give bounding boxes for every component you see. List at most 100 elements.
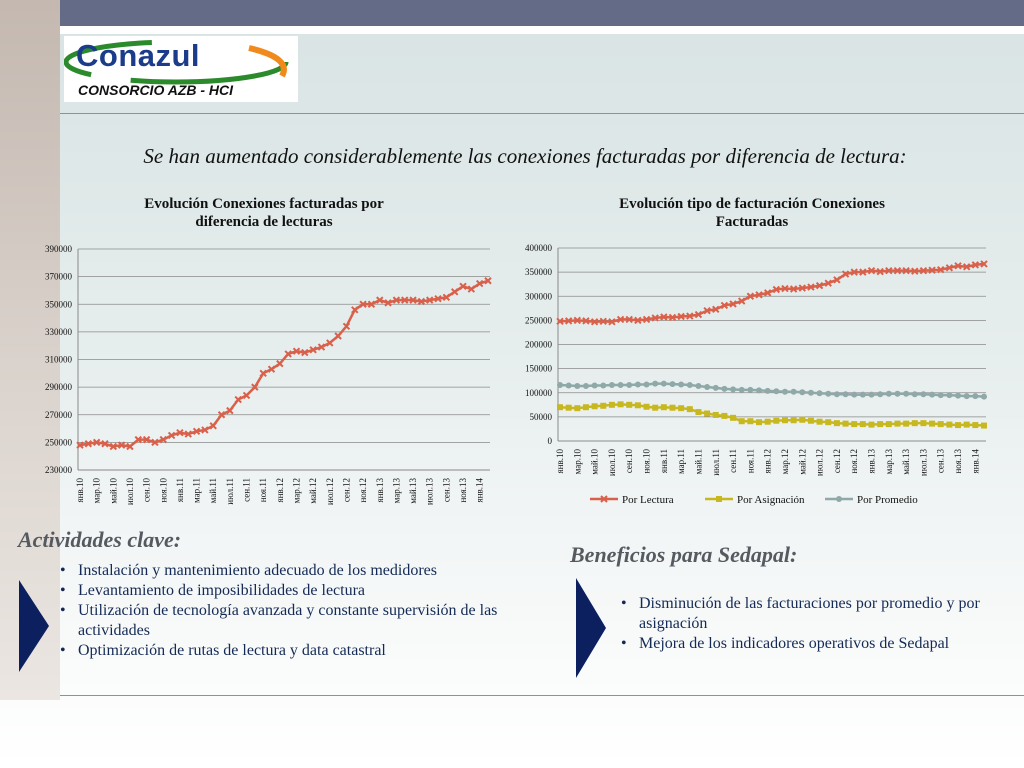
- data-point: [334, 332, 342, 340]
- data-point: [798, 284, 806, 292]
- data-point: [192, 427, 201, 436]
- data-point: [342, 322, 351, 331]
- data-point: [660, 404, 667, 411]
- x-tick-label: янв.12: [275, 478, 285, 502]
- data-point: [790, 417, 797, 424]
- data-point: [608, 401, 615, 408]
- data-point: [704, 410, 711, 417]
- beneficios-list: • Disminución de las facturaciones por pr…: [621, 594, 1016, 654]
- data-point: [781, 284, 789, 293]
- y-tick-label: 100000: [525, 388, 553, 398]
- x-tick-label: июл.11: [711, 449, 721, 476]
- logo-swoosh: [64, 39, 289, 85]
- data-point: [582, 404, 589, 411]
- data-point: [590, 318, 599, 326]
- data-point: [117, 441, 126, 449]
- actividades-item: • Instalación y mantenimiento adecuado de…: [60, 562, 437, 579]
- x-tick-label: мар.10: [572, 449, 582, 475]
- data-point: [903, 420, 910, 427]
- x-tick-label: янв.11: [659, 449, 669, 473]
- chart2-title-line2: Facturadas: [715, 214, 789, 230]
- data-point: [694, 310, 703, 319]
- data-point: [384, 299, 392, 307]
- x-tick-label: июл.13: [918, 449, 928, 477]
- data-point: [686, 406, 693, 413]
- data-point: [781, 388, 788, 395]
- data-point: [704, 383, 711, 390]
- data-point: [475, 279, 484, 288]
- data-point: [816, 418, 823, 425]
- data-point: [799, 389, 806, 396]
- data-point: [816, 390, 823, 397]
- data-point: [126, 442, 134, 451]
- chart2-title: Evolución tipo de facturación Conexiones…: [560, 195, 944, 231]
- data-point: [669, 404, 676, 411]
- y-tick-label: 350000: [525, 267, 553, 277]
- x-tick-label: май.11: [208, 478, 218, 503]
- data-point: [929, 420, 936, 427]
- x-tick-label: ноя.12: [849, 449, 859, 474]
- data-point: [660, 380, 667, 387]
- data-point: [426, 296, 434, 304]
- logo-name: Conazul: [76, 38, 201, 73]
- legend-label: Por Asignación: [737, 494, 805, 506]
- data-point: [903, 390, 910, 397]
- data-point: [885, 266, 893, 275]
- data-point: [309, 346, 317, 354]
- data-point: [652, 380, 659, 387]
- data-point: [972, 393, 979, 400]
- x-tick-label: мар.13: [884, 449, 894, 475]
- x-tick-label: сен.11: [242, 478, 252, 502]
- data-point: [442, 293, 451, 302]
- data-point: [842, 391, 849, 398]
- series-line: [559, 382, 985, 398]
- data-point: [721, 385, 728, 392]
- beneficios-item: • Disminución de las facturaciones por pr…: [621, 595, 980, 632]
- x-tick-label: ноя.10: [158, 478, 168, 503]
- data-point: [616, 315, 625, 324]
- headline: Se han aumentado considerablemente las c…: [143, 144, 907, 168]
- data-point: [929, 391, 936, 398]
- data-point: [773, 388, 780, 395]
- data-point: [109, 442, 118, 451]
- series-line: [559, 403, 985, 427]
- data-point: [599, 317, 607, 326]
- data-point: [876, 267, 884, 276]
- x-tick-label: сен.10: [142, 478, 152, 503]
- data-point: [738, 386, 745, 393]
- data-point: [712, 305, 720, 313]
- chart1-title: Evolución Conexiones facturadas por dife…: [90, 195, 438, 231]
- data-point: [981, 422, 987, 429]
- data-point: [946, 421, 953, 428]
- chart1-title-line1: Evolución Conexiones facturadas por: [144, 196, 384, 212]
- x-tick-label: сен.11: [728, 449, 738, 473]
- y-tick-label: 310000: [45, 355, 73, 365]
- data-point: [764, 418, 771, 425]
- data-point: [417, 297, 426, 306]
- data-point: [764, 387, 771, 394]
- data-point: [721, 412, 728, 419]
- data-point: [937, 392, 944, 399]
- beneficios-item: • Mejora de los indicadores operativos de…: [621, 635, 950, 652]
- data-point: [833, 391, 840, 398]
- data-point: [367, 300, 376, 308]
- data-point: [292, 347, 301, 355]
- data-point: [686, 312, 694, 320]
- data-point: [351, 306, 359, 314]
- legend-marker: [600, 495, 608, 503]
- actividades-arrow-icon: [19, 580, 49, 672]
- data-point: [937, 421, 944, 428]
- legend-label: Por Promedio: [857, 494, 918, 506]
- data-point: [825, 419, 832, 426]
- data-point: [850, 268, 858, 276]
- data-point: [317, 343, 326, 351]
- actividades-item: • Utilización de tecnología avanzada y co…: [60, 602, 498, 639]
- data-point: [824, 279, 832, 287]
- data-point: [564, 317, 573, 325]
- conazul-logo: Conazul CONSORCIO AZB - HCI: [64, 36, 298, 102]
- data-point: [868, 391, 875, 398]
- logo-subtitle: CONSORCIO AZB - HCI: [78, 82, 234, 98]
- data-point: [789, 285, 798, 293]
- data-point: [920, 420, 927, 427]
- data-point: [176, 428, 184, 437]
